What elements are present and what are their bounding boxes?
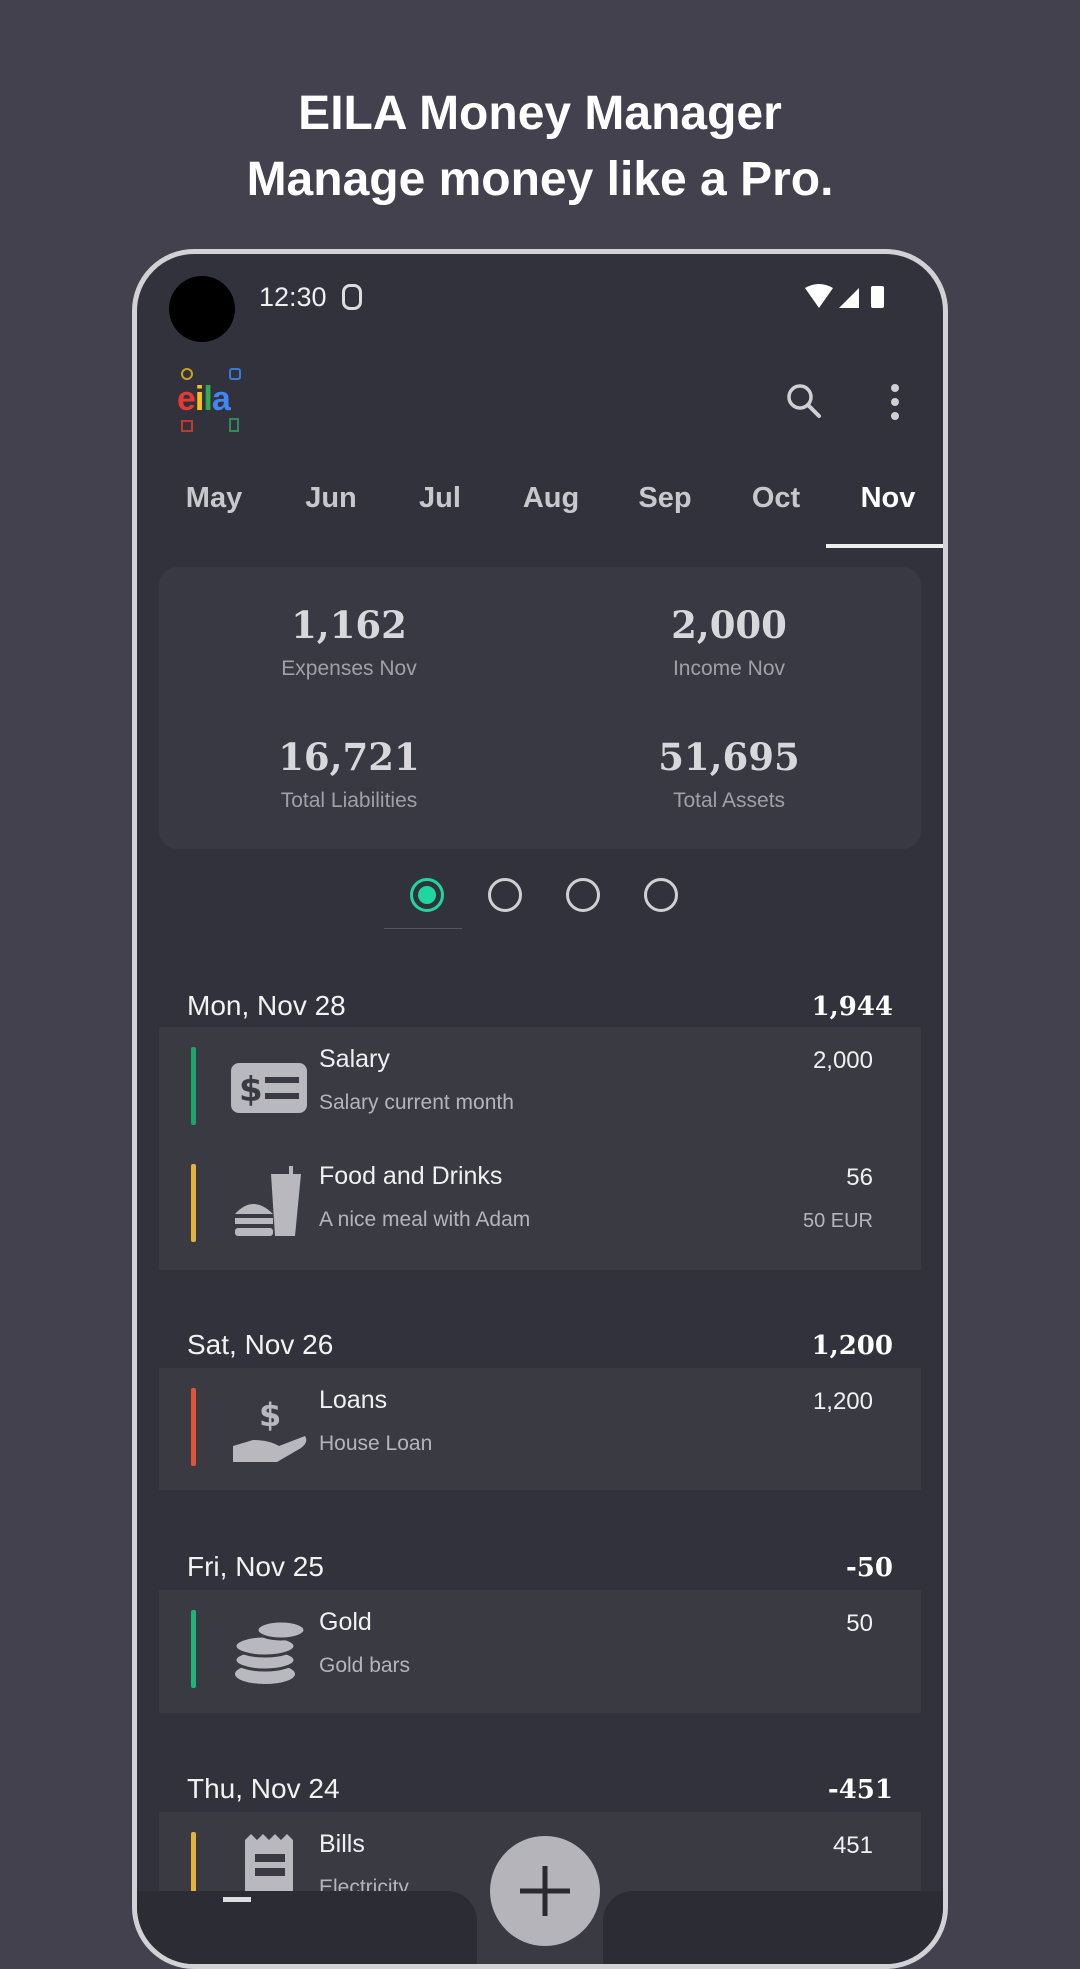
coins-icon [229, 1612, 309, 1692]
month-tab-may[interactable]: May [185, 482, 243, 514]
camera-cutout [169, 276, 235, 342]
add-transaction-button[interactable] [490, 1836, 600, 1946]
pager-dot[interactable] [488, 878, 522, 912]
day-total: -50 [846, 1553, 893, 1583]
day-transactions: $ Salary Salary current month 2,000 Food and… [159, 1027, 921, 1270]
income-value: 2,000 [671, 603, 787, 647]
transaction-title: Gold [319, 1608, 372, 1636]
transaction-row[interactable]: $ Salary Salary current month 2,000 [159, 1045, 921, 1135]
transaction-note: A nice meal with Adam [319, 1208, 531, 1231]
transaction-note: Salary current month [319, 1091, 514, 1114]
transaction-row[interactable]: $ Loans House Loan 1,200 [159, 1386, 921, 1476]
salary-icon: $ [229, 1049, 309, 1129]
app-logo: eila [177, 364, 245, 432]
transaction-original-amount: 50 EUR [802, 1210, 873, 1232]
assets-value: 51,695 [658, 735, 800, 779]
category-color-bar [191, 1388, 196, 1466]
transaction-title: Food and Drinks [319, 1162, 503, 1190]
day-transactions: Gold Gold bars 50 [159, 1590, 921, 1713]
battery-icon [871, 286, 884, 308]
svg-text:$: $ [259, 1396, 281, 1434]
assets-label: Total Assets [672, 789, 786, 812]
headline-subtitle: Manage money like a Pro. [246, 153, 834, 206]
pager-dot[interactable] [566, 878, 600, 912]
month-tab-aug[interactable]: Aug [522, 482, 580, 514]
svg-text:$: $ [239, 1070, 263, 1110]
month-tab-indicator [826, 544, 943, 548]
expenses-value: 1,162 [291, 603, 407, 647]
day-total: -451 [827, 1775, 893, 1805]
pager-dot[interactable] [644, 878, 678, 912]
category-color-bar [191, 1047, 196, 1125]
income-label: Income Nov [672, 657, 786, 680]
day-date: Sat, Nov 26 [187, 1329, 334, 1360]
phone-frame: 12:30 eila May Jun Jul Aug Sep Oct Nov 1,162 E… [132, 249, 948, 1969]
category-color-bar [191, 1610, 196, 1688]
search-icon[interactable] [785, 382, 825, 422]
transaction-title: Bills [319, 1830, 365, 1858]
month-tab-oct[interactable]: Oct [751, 482, 801, 514]
transaction-amount: 56 [846, 1164, 873, 1191]
transaction-note: House Loan [319, 1432, 433, 1455]
pager-underline [384, 928, 462, 929]
more-vert-icon[interactable] [887, 382, 903, 422]
category-color-bar [191, 1164, 196, 1242]
bottom-nav-left [137, 1891, 477, 1964]
transaction-title: Salary [319, 1045, 390, 1073]
liabilities-label: Total Liabilities [280, 789, 418, 812]
status-notification-icon [342, 284, 362, 310]
bottom-nav-right [603, 1891, 943, 1964]
transaction-amount: 2,000 [812, 1047, 873, 1074]
month-tab-jun[interactable]: Jun [305, 482, 357, 514]
summary-card[interactable]: 1,162 Expenses Nov 2,000 Income Nov 16,7… [159, 567, 921, 849]
day-date: Thu, Nov 24 [187, 1773, 340, 1804]
status-time: 12:30 [259, 282, 327, 312]
liabilities-value: 16,721 [278, 735, 420, 779]
month-tab-sep[interactable]: Sep [638, 482, 692, 514]
loan-hand-icon: $ [229, 1390, 309, 1470]
transaction-amount: 1,200 [812, 1388, 873, 1415]
wifi-icon [805, 284, 833, 308]
transaction-title: Loans [319, 1386, 388, 1414]
transaction-row[interactable]: Gold Gold bars 50 [159, 1608, 921, 1698]
month-tab-nov[interactable]: Nov [860, 482, 916, 514]
signal-icon [839, 288, 859, 308]
headline-title: EILA Money Manager [298, 87, 782, 140]
food-icon [229, 1166, 309, 1246]
expenses-label: Expenses Nov [281, 657, 417, 680]
day-date: Mon, Nov 28 [187, 990, 346, 1021]
day-total: 1,944 [811, 992, 893, 1022]
category-color-bar [191, 1832, 196, 1910]
day-transactions: $ Loans House Loan 1,200 [159, 1368, 921, 1490]
list-icon[interactable] [223, 1897, 251, 1902]
transaction-amount: 451 [832, 1832, 873, 1859]
transaction-note: Gold bars [319, 1654, 411, 1677]
pager-dot[interactable] [410, 878, 444, 912]
transaction-row[interactable]: Food and Drinks A nice meal with Adam 56 50… [159, 1162, 921, 1252]
plus-icon [520, 1866, 570, 1916]
day-total: 1,200 [811, 1331, 893, 1361]
transaction-amount: 50 [846, 1610, 873, 1637]
status-icons [805, 284, 884, 308]
month-tab-jul[interactable]: Jul [419, 482, 461, 514]
day-date: Fri, Nov 25 [187, 1551, 324, 1582]
